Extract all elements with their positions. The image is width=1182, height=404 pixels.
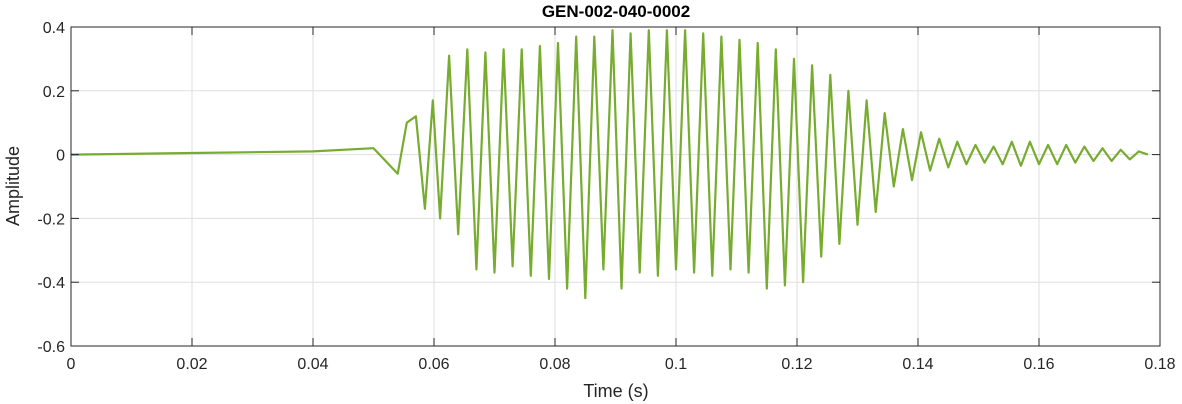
- y-tick-label: 0: [56, 148, 65, 165]
- x-tick-label: 0.16: [1023, 356, 1054, 373]
- y-tick-label: -0.6: [37, 339, 65, 356]
- y-tick-label: 0.2: [43, 84, 65, 101]
- tick-marks: [70, 26, 1161, 347]
- series-layer: [70, 29, 1149, 300]
- y-axis-label: Amplitude: [3, 146, 23, 226]
- y-tick-labels: -0.6 -0.4 -0.2 0 0.2 0.4: [37, 20, 65, 356]
- x-tick-label: 0: [67, 356, 76, 373]
- y-tick-label: 0.4: [43, 20, 65, 37]
- x-tick-label: 0.14: [902, 356, 933, 373]
- x-tick-label: 0.02: [176, 356, 207, 373]
- y-tick-label: -0.4: [37, 275, 65, 292]
- x-tick-label: 0.06: [418, 356, 449, 373]
- x-tick-label: 0.08: [539, 356, 570, 373]
- chart-title: GEN-002-040-0002: [542, 2, 690, 21]
- x-axis-label: Time (s): [583, 381, 648, 401]
- x-tick-label: 0.12: [781, 356, 812, 373]
- x-tick-label: 0.1: [665, 356, 687, 373]
- amplitude-series-line: [70, 29, 1149, 300]
- x-tick-label: 0.04: [297, 356, 328, 373]
- grid: [70, 26, 1161, 347]
- y-tick-label: -0.2: [37, 211, 65, 228]
- plot-area-frame: [70, 26, 1161, 347]
- x-tick-labels: 0 0.02 0.04 0.06 0.08 0.1 0.12 0.14 0.16 0.18: [67, 356, 1176, 373]
- x-tick-label: 0.18: [1144, 356, 1175, 373]
